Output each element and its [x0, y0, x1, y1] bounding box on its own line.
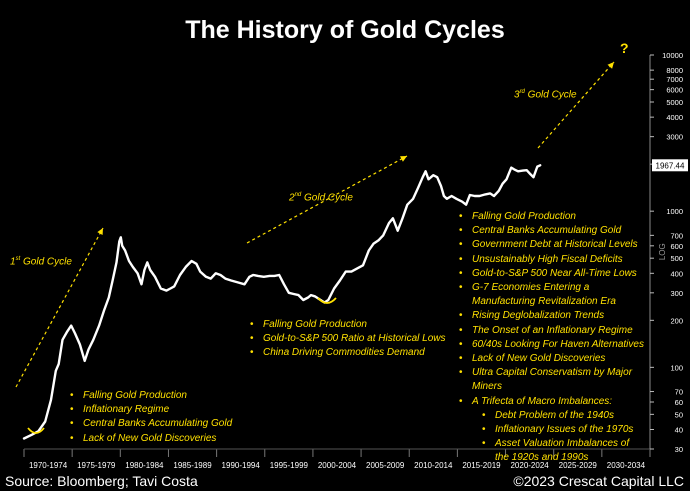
third-cycle-driver-item: The Onset of an Inflationary Regime — [459, 324, 644, 338]
y-tick-label: 7000 — [666, 75, 683, 84]
first-cycle-driver-item: Central Banks Accumulating Gold — [70, 417, 270, 431]
x-tick-label: 2010-2014 — [414, 461, 453, 470]
third-cycle-suffix-sup: rd — [519, 89, 525, 95]
second-cycle-number: 2 — [289, 192, 295, 204]
y-tick-label: 500 — [670, 254, 683, 263]
y-tick-label: 700 — [670, 231, 683, 240]
y-axis: 3040506070100200300400500600700100020003… — [649, 51, 688, 454]
x-tick-label: 1970-1974 — [29, 461, 68, 470]
copyright-note: ©2023 Crescat Capital LLC — [513, 473, 684, 489]
third-cycle-driver-item: Ultra Capital Conservatism by Major Mine… — [459, 366, 644, 394]
third-cycle-driver-item: Unsustainably High Fiscal Deficits — [459, 253, 644, 267]
second-cycle-driver-item: Falling Gold Production — [250, 318, 460, 332]
cycle-arrow-1 — [15, 227, 104, 388]
cycle-arrow-head-3 — [607, 62, 614, 69]
second-cycle-suffix-sup: nd — [294, 192, 302, 198]
third-cycle-driver-item: Falling Gold Production — [459, 210, 644, 224]
future-question-mark: ? — [620, 40, 629, 56]
cycle-bottoms — [27, 297, 337, 434]
first-cycle-bottom-arc — [27, 427, 45, 434]
y-tick-label: 300 — [670, 289, 683, 298]
gold-price-series-line — [22, 164, 542, 440]
first-cycle-number: 1 — [10, 256, 16, 268]
cycle-arrow-3 — [537, 61, 615, 149]
x-tick-label: 2000-2004 — [318, 461, 357, 470]
third-cycle-driver-item: A Trifecta of Macro Imbalances: — [459, 395, 644, 409]
last-value-box — [652, 159, 688, 172]
y-tick-label: 40 — [675, 425, 683, 434]
x-tick-label: 2005-2009 — [366, 461, 405, 470]
third-cycle-text: Gold Cycle — [524, 89, 577, 101]
x-tick-label: 1980-1984 — [125, 461, 164, 470]
y-tick-label: 8000 — [666, 66, 683, 75]
third-cycle-driver-item: Rising Deglobalization Trends — [459, 309, 644, 323]
third-cycle-driver-item: Debt Problem of the 1940s — [459, 409, 644, 423]
y-tick-label: 10000 — [662, 51, 683, 60]
first-cycle-suffix-sup: st — [15, 256, 21, 262]
first-cycle-drivers: Falling Gold ProductionInflationary Regi… — [70, 389, 270, 446]
y-tick-label: 30 — [675, 445, 683, 454]
first-cycle-driver-item: Falling Gold Production — [70, 389, 270, 403]
y-tick-label: 70 — [675, 388, 683, 397]
x-tick-label: 1975-1979 — [77, 461, 116, 470]
y-tick-label: 600 — [670, 242, 683, 251]
y-tick-label: 4000 — [666, 113, 683, 122]
third-cycle-driver-item: Central Banks Accumulating Gold — [459, 224, 644, 238]
first-cycle-label: 1st Gold Cycle — [10, 256, 72, 267]
second-cycle-driver-item: Gold-to-S&P 500 Ratio at Historical Lows — [250, 332, 460, 346]
second-cycle-text: Gold Cycle — [301, 192, 353, 204]
cycle-arrows — [15, 61, 615, 388]
x-tick-label: 1990-1994 — [222, 461, 261, 470]
y-tick-label: 1000 — [666, 207, 683, 216]
third-cycle-number: 3 — [514, 89, 520, 101]
third-cycle-driver-item: Asset Valuation Imbalances of the 1920s … — [459, 437, 644, 465]
chart-title: The History of Gold Cycles — [185, 16, 505, 44]
y-tick-label: 6000 — [666, 86, 683, 95]
third-cycle-driver-item: 60/40s Looking For Haven Alternatives — [459, 338, 644, 352]
third-cycle-label: 3rd Gold Cycle — [514, 89, 577, 100]
third-cycle-drivers: Falling Gold ProductionCentral Banks Acc… — [459, 210, 644, 466]
first-cycle-driver-item: Inflationary Regime — [70, 403, 270, 417]
first-cycle-driver-item: Lack of New Gold Discoveries — [70, 432, 270, 446]
x-tick-label: 1995-1999 — [270, 461, 309, 470]
y-tick-label: 5000 — [666, 98, 683, 107]
third-cycle-driver-item: Gold-to-S&P 500 Near All-Time Lows — [459, 267, 644, 281]
y-tick-label: 400 — [670, 269, 683, 278]
x-tick-label: 1985-1989 — [173, 461, 212, 470]
y-tick-label: 200 — [670, 316, 683, 325]
third-cycle-driver-item: Inflationary Issues of the 1970s — [459, 423, 644, 437]
second-cycle-label: 2nd Gold Cycle — [289, 192, 353, 203]
second-cycle-bottom-arc — [317, 297, 337, 304]
third-cycle-driver-item: Lack of New Gold Discoveries — [459, 352, 644, 366]
y-axis-label: LOG — [658, 243, 667, 260]
second-cycle-driver-item: China Driving Commodities Demand — [250, 346, 460, 360]
y-tick-label: 60 — [675, 398, 683, 407]
third-cycle-driver-item: G-7 Economies Entering a Manufacturing R… — [459, 281, 644, 309]
y-tick-label: 3000 — [666, 133, 683, 142]
y-tick-label: 100 — [670, 363, 683, 372]
cycle-arrow-head-2 — [400, 156, 407, 162]
cycle-arrow-head-1 — [97, 228, 103, 235]
y-tick-label: 50 — [675, 410, 683, 419]
footer-bar — [0, 470, 690, 491]
third-cycle-driver-item: Government Debt at Historical Levels — [459, 238, 644, 252]
second-cycle-drivers: Falling Gold ProductionGold-to-S&P 500 R… — [250, 318, 460, 361]
first-cycle-text: Gold Cycle — [20, 256, 72, 268]
source-note: Source: Bloomberg; Tavi Costa — [5, 473, 198, 489]
cycle-arrow-2 — [246, 155, 408, 244]
last-value-label: 1967.44 — [656, 161, 685, 170]
